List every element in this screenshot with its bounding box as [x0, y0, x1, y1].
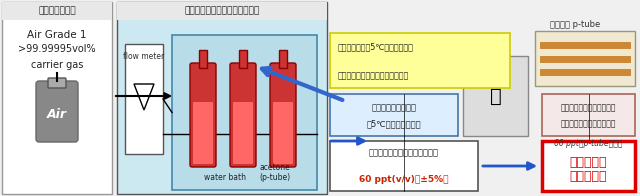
Text: 高純度高圧ガス: 高純度高圧ガス	[38, 6, 76, 15]
FancyBboxPatch shape	[36, 81, 78, 142]
FancyBboxPatch shape	[535, 31, 635, 86]
Text: （5℃以下の不凍液）: （5℃以下の不凍液）	[367, 120, 421, 129]
FancyBboxPatch shape	[233, 102, 253, 164]
FancyBboxPatch shape	[230, 63, 256, 167]
Text: ・バーミエーションチューブ改良: ・バーミエーションチューブ改良	[338, 72, 409, 81]
Text: 高精度・極低濃度アセトンガス: 高精度・極低濃度アセトンガス	[369, 149, 439, 158]
FancyBboxPatch shape	[330, 33, 510, 88]
FancyBboxPatch shape	[199, 50, 207, 68]
Text: バーミエーションチューブ: バーミエーションチューブ	[561, 120, 616, 129]
Text: water bath: water bath	[204, 173, 246, 182]
FancyBboxPatch shape	[117, 2, 327, 194]
Text: flow meter: flow meter	[124, 52, 164, 61]
Text: 極低濃度ガス発生装置用の: 極低濃度ガス発生装置用の	[561, 103, 616, 113]
Text: アセトン p-tube: アセトン p-tube	[550, 19, 600, 28]
Text: ガスセンサ: ガスセンサ	[570, 170, 607, 182]
Text: 60 ppt(v/v)（±5%）: 60 ppt(v/v)（±5%）	[359, 174, 449, 183]
FancyBboxPatch shape	[542, 94, 635, 136]
Text: 60 ppt用p-tubeを開発: 60 ppt用p-tubeを開発	[554, 140, 623, 149]
FancyBboxPatch shape	[330, 94, 458, 136]
FancyBboxPatch shape	[172, 35, 317, 190]
FancyBboxPatch shape	[239, 50, 247, 68]
Text: 低温恒温水槽を使用: 低温恒温水槽を使用	[371, 103, 417, 113]
Text: Air Grade 1: Air Grade 1	[28, 30, 87, 40]
Polygon shape	[134, 84, 154, 110]
FancyBboxPatch shape	[193, 102, 213, 164]
Text: 🧊: 🧊	[490, 86, 501, 105]
FancyBboxPatch shape	[273, 102, 293, 164]
FancyBboxPatch shape	[48, 78, 66, 88]
Text: 高精度・極低濃度ガス発生装置: 高精度・極低濃度ガス発生装置	[184, 6, 260, 15]
FancyBboxPatch shape	[125, 44, 163, 154]
FancyBboxPatch shape	[117, 2, 327, 20]
Text: acetone
(p-tube): acetone (p-tube)	[259, 163, 290, 182]
FancyBboxPatch shape	[463, 56, 528, 136]
FancyBboxPatch shape	[542, 141, 635, 191]
Text: ナノ光学系: ナノ光学系	[570, 155, 607, 169]
FancyBboxPatch shape	[279, 50, 287, 68]
Text: Air: Air	[47, 107, 67, 121]
FancyBboxPatch shape	[2, 2, 112, 20]
FancyBboxPatch shape	[2, 2, 112, 194]
Text: ・低温恒温槽（5℃以下不凍液）: ・低温恒温槽（5℃以下不凍液）	[338, 43, 414, 52]
FancyBboxPatch shape	[190, 63, 216, 167]
FancyBboxPatch shape	[330, 141, 478, 191]
Text: carrier gas: carrier gas	[31, 60, 83, 70]
Text: >99.99995vol%: >99.99995vol%	[18, 44, 96, 54]
FancyBboxPatch shape	[270, 63, 296, 167]
